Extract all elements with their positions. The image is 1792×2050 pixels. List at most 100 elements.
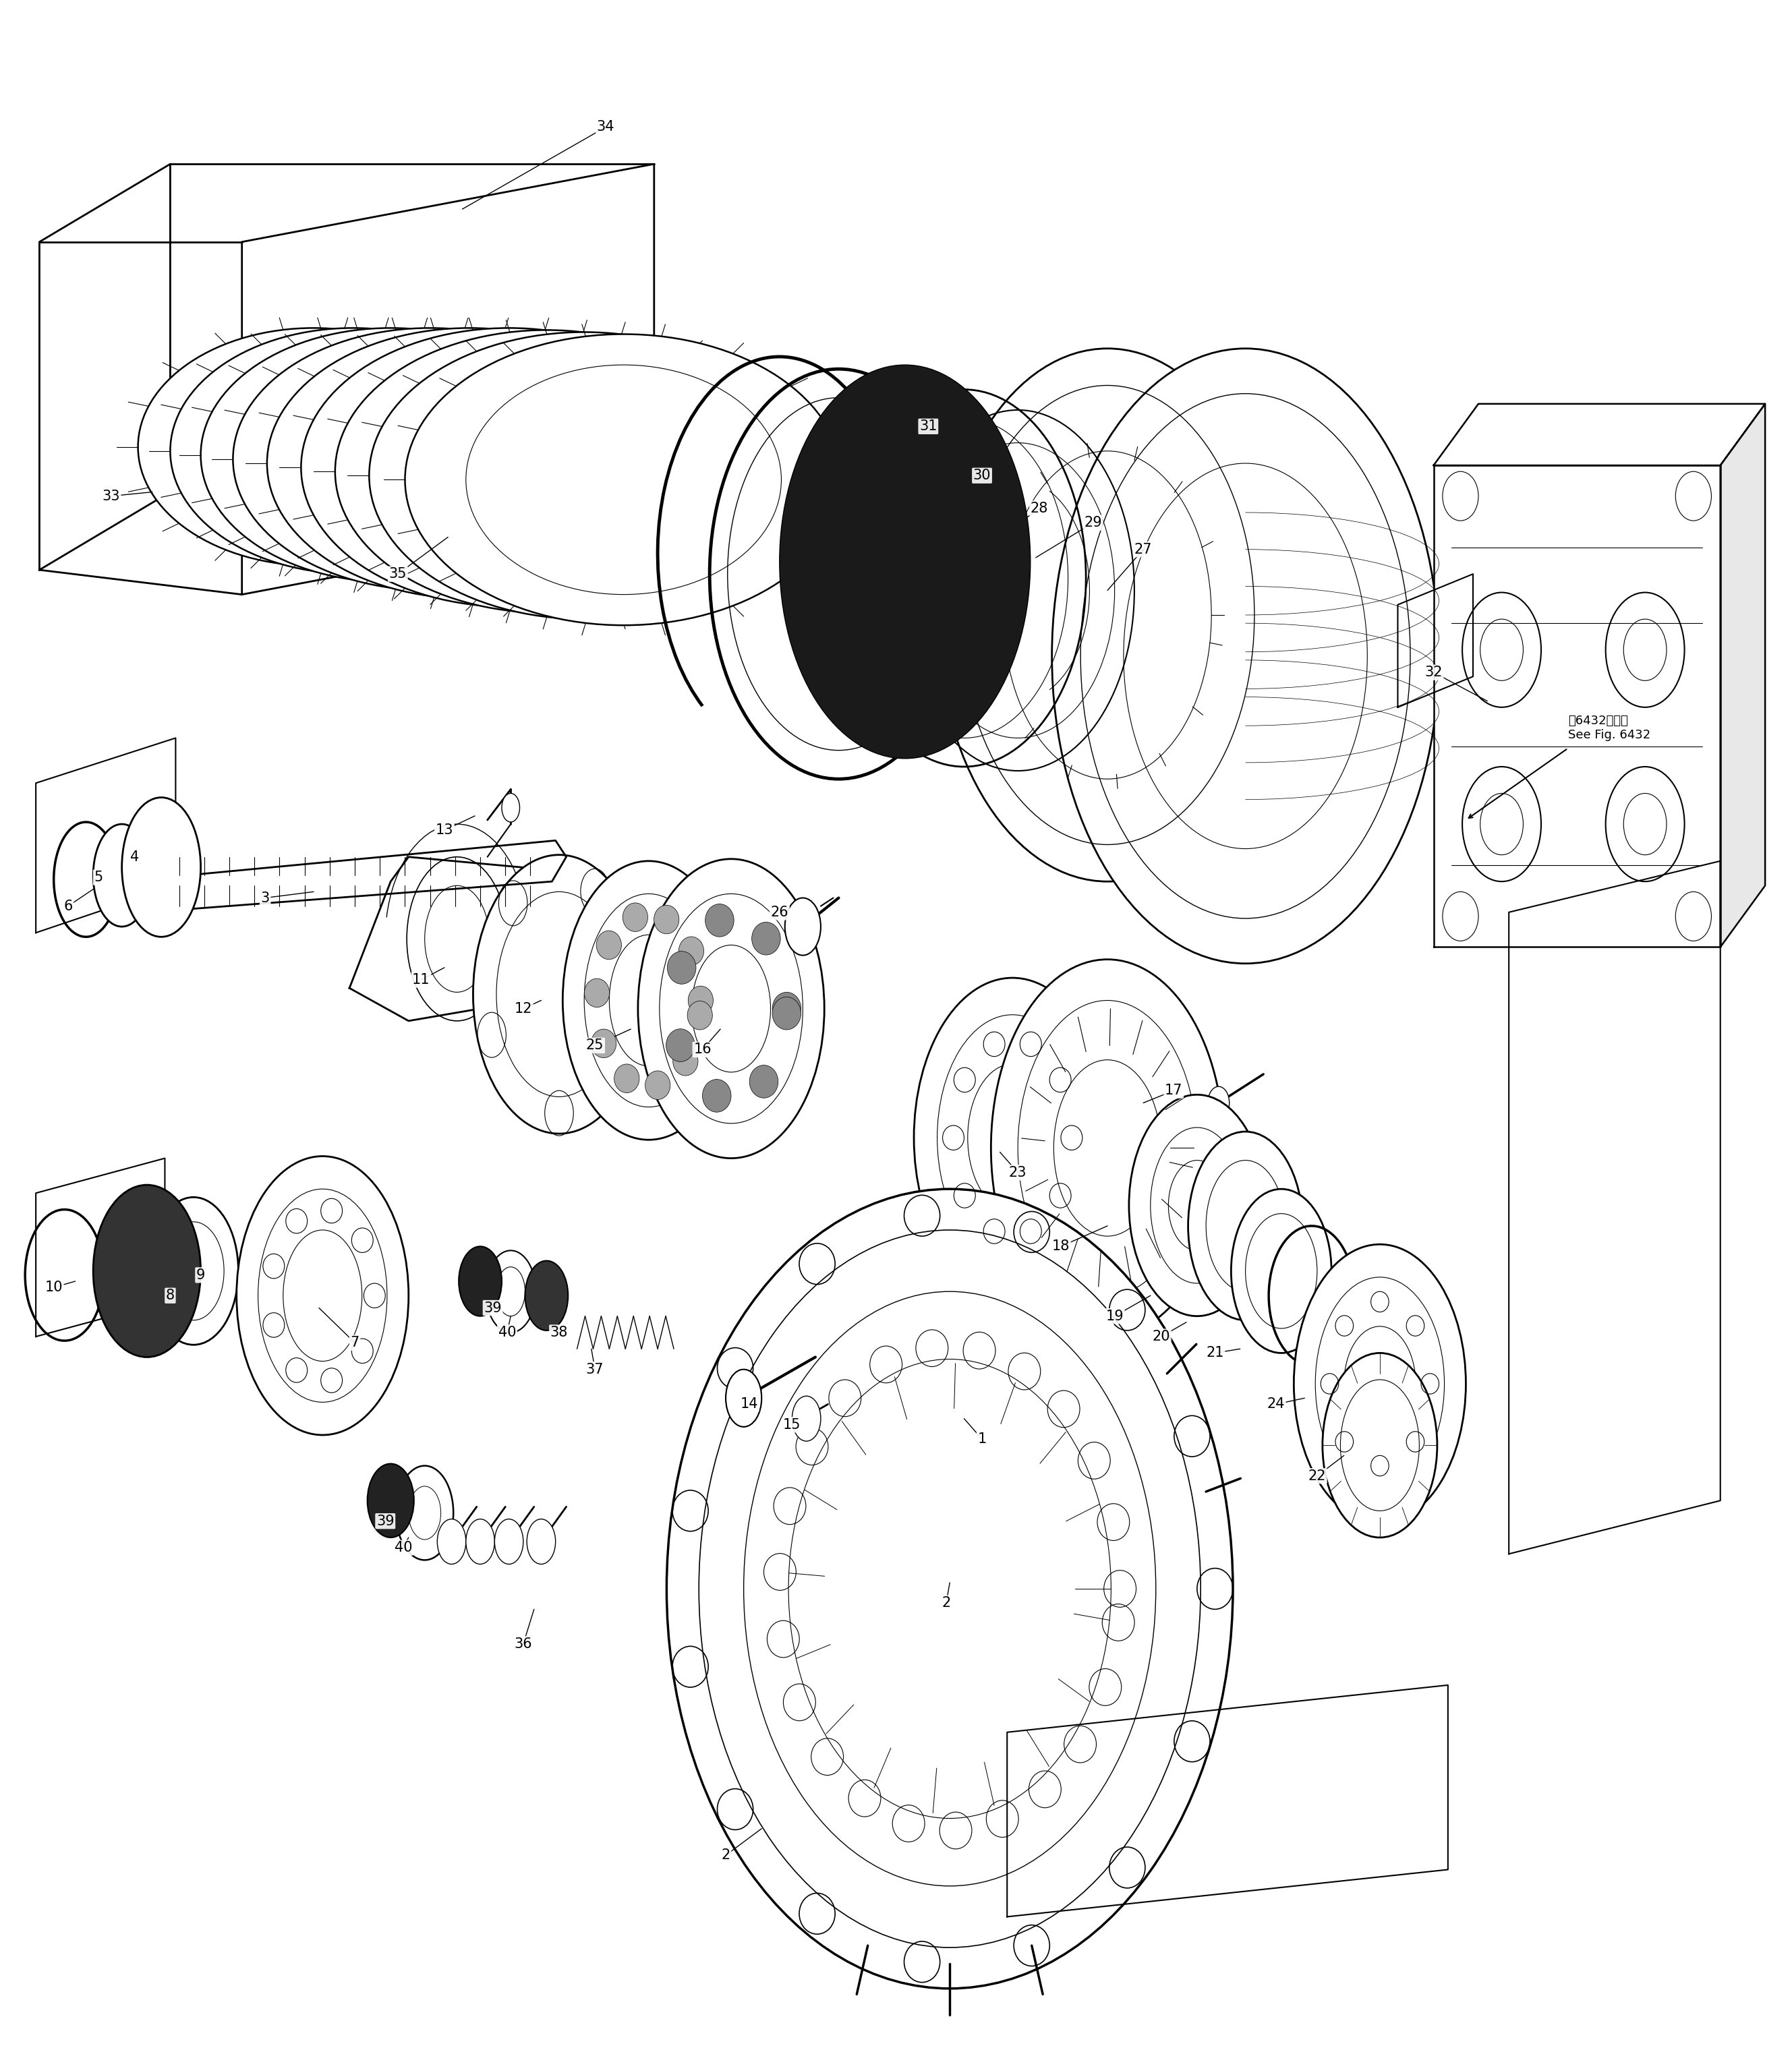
Circle shape xyxy=(706,904,735,937)
Text: 17: 17 xyxy=(1165,1084,1183,1097)
Ellipse shape xyxy=(367,1464,414,1538)
Circle shape xyxy=(749,1066,778,1099)
Text: 31: 31 xyxy=(919,420,937,433)
Ellipse shape xyxy=(1188,1132,1303,1320)
Text: 40: 40 xyxy=(394,1542,412,1554)
Text: 14: 14 xyxy=(740,1398,758,1410)
Text: 30: 30 xyxy=(973,469,991,482)
Ellipse shape xyxy=(459,1246,502,1316)
Polygon shape xyxy=(1007,1685,1448,1917)
Ellipse shape xyxy=(726,1369,762,1427)
Text: 1: 1 xyxy=(978,1433,986,1445)
Ellipse shape xyxy=(466,1519,495,1564)
Circle shape xyxy=(615,1064,640,1093)
Text: 2: 2 xyxy=(943,1597,950,1609)
Text: 4: 4 xyxy=(131,851,138,863)
Ellipse shape xyxy=(1208,1086,1229,1119)
Circle shape xyxy=(702,1080,731,1113)
Polygon shape xyxy=(36,1158,165,1337)
Ellipse shape xyxy=(792,1396,821,1441)
Text: 40: 40 xyxy=(498,1326,516,1339)
Ellipse shape xyxy=(237,1156,409,1435)
Ellipse shape xyxy=(527,1519,556,1564)
Ellipse shape xyxy=(1129,1095,1265,1316)
Ellipse shape xyxy=(93,824,151,927)
Ellipse shape xyxy=(122,797,201,937)
Ellipse shape xyxy=(437,1519,466,1564)
Ellipse shape xyxy=(335,330,758,613)
Ellipse shape xyxy=(267,328,672,599)
Circle shape xyxy=(654,906,679,935)
Text: 11: 11 xyxy=(412,974,430,986)
Circle shape xyxy=(584,978,609,1007)
Circle shape xyxy=(667,951,695,984)
Circle shape xyxy=(679,937,704,966)
Text: 10: 10 xyxy=(45,1281,63,1294)
Text: 8: 8 xyxy=(167,1289,174,1302)
Ellipse shape xyxy=(473,855,645,1134)
Text: 37: 37 xyxy=(586,1363,604,1376)
Ellipse shape xyxy=(201,328,581,582)
Ellipse shape xyxy=(667,1189,1233,1988)
Text: 38: 38 xyxy=(550,1326,568,1339)
Text: 6: 6 xyxy=(63,900,73,912)
Circle shape xyxy=(667,1029,695,1062)
Polygon shape xyxy=(242,164,654,594)
Text: 20: 20 xyxy=(1152,1330,1170,1343)
Ellipse shape xyxy=(1294,1244,1466,1523)
Polygon shape xyxy=(36,738,176,933)
Ellipse shape xyxy=(785,898,821,955)
Circle shape xyxy=(645,1070,670,1099)
Ellipse shape xyxy=(638,859,824,1158)
Text: 39: 39 xyxy=(484,1302,502,1314)
Ellipse shape xyxy=(495,1519,523,1564)
Text: 21: 21 xyxy=(1206,1347,1224,1359)
Circle shape xyxy=(597,931,622,959)
Circle shape xyxy=(688,1000,713,1029)
Text: 25: 25 xyxy=(586,1039,604,1052)
Text: 39: 39 xyxy=(376,1515,394,1527)
Circle shape xyxy=(753,922,781,955)
Text: 3: 3 xyxy=(262,892,269,904)
Polygon shape xyxy=(349,857,577,1021)
Text: 22: 22 xyxy=(1308,1470,1326,1482)
Circle shape xyxy=(591,1029,616,1058)
Text: 28: 28 xyxy=(1030,502,1048,515)
Polygon shape xyxy=(1434,404,1765,465)
Ellipse shape xyxy=(1322,1353,1437,1538)
Ellipse shape xyxy=(93,1185,201,1357)
Ellipse shape xyxy=(1052,348,1439,963)
Text: 29: 29 xyxy=(1084,517,1102,529)
Ellipse shape xyxy=(563,861,735,1140)
Ellipse shape xyxy=(914,978,1111,1298)
Ellipse shape xyxy=(301,328,717,607)
Polygon shape xyxy=(39,164,170,570)
Text: 第6432図参照
See Fig. 6432: 第6432図参照 See Fig. 6432 xyxy=(1568,715,1650,740)
Polygon shape xyxy=(1434,465,1720,947)
Text: 35: 35 xyxy=(389,568,407,580)
Ellipse shape xyxy=(170,328,536,574)
Text: 2: 2 xyxy=(722,1849,729,1861)
Ellipse shape xyxy=(149,1197,238,1345)
Text: 34: 34 xyxy=(597,121,615,133)
Text: 12: 12 xyxy=(514,1002,532,1015)
Polygon shape xyxy=(1720,404,1765,947)
Polygon shape xyxy=(147,840,566,912)
Text: 33: 33 xyxy=(102,490,120,502)
Ellipse shape xyxy=(138,328,489,566)
Ellipse shape xyxy=(780,365,1030,759)
Polygon shape xyxy=(1509,861,1720,1554)
Circle shape xyxy=(772,992,801,1025)
Text: 13: 13 xyxy=(435,824,453,836)
Ellipse shape xyxy=(525,1261,568,1330)
Text: 23: 23 xyxy=(1009,1166,1027,1179)
Text: 7: 7 xyxy=(351,1337,358,1349)
Circle shape xyxy=(622,902,647,931)
Ellipse shape xyxy=(396,1466,453,1560)
Text: 27: 27 xyxy=(1134,543,1152,556)
Text: 18: 18 xyxy=(1052,1240,1070,1253)
Ellipse shape xyxy=(369,332,799,619)
Circle shape xyxy=(674,1048,699,1076)
Ellipse shape xyxy=(937,348,1278,882)
Text: 26: 26 xyxy=(771,906,788,918)
